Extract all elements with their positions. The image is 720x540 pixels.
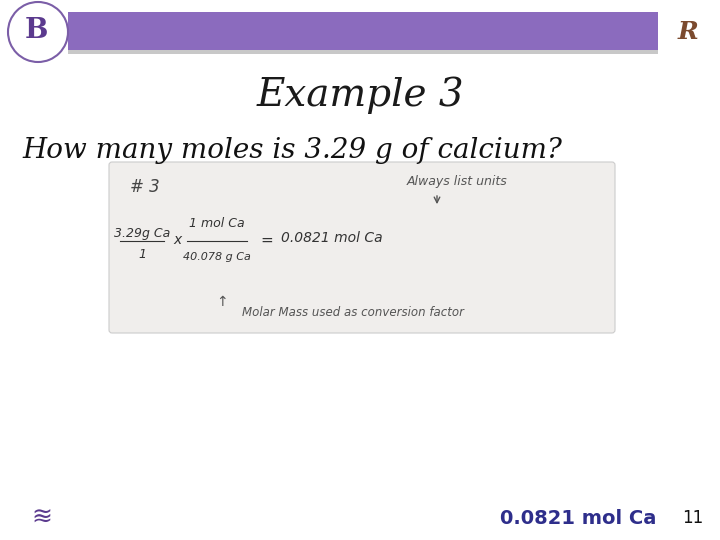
- Text: 11: 11: [683, 509, 703, 527]
- Text: Always list units: Always list units: [407, 174, 508, 187]
- Text: 1: 1: [138, 248, 146, 261]
- Text: B: B: [24, 17, 48, 44]
- FancyBboxPatch shape: [109, 162, 615, 333]
- Text: 3.29g Ca: 3.29g Ca: [114, 227, 170, 240]
- Text: Example 3: Example 3: [256, 76, 464, 114]
- Text: 40.078 g Ca: 40.078 g Ca: [183, 252, 251, 262]
- Text: R: R: [678, 20, 698, 44]
- Text: =: =: [261, 233, 274, 247]
- Text: ≋: ≋: [32, 506, 53, 530]
- Wedge shape: [8, 2, 68, 62]
- Text: ↑: ↑: [216, 295, 228, 309]
- Text: 1 mol Ca: 1 mol Ca: [189, 217, 245, 230]
- Bar: [68, 50, 658, 54]
- Text: 0.0821 mol Ca: 0.0821 mol Ca: [500, 509, 657, 528]
- Text: Molar Mass used as conversion factor: Molar Mass used as conversion factor: [242, 306, 464, 319]
- Bar: [68, 12, 658, 50]
- Text: 0.0821 mol Ca: 0.0821 mol Ca: [282, 231, 383, 245]
- Text: x: x: [173, 233, 181, 247]
- Text: How many moles is 3.29 g of calcium?: How many moles is 3.29 g of calcium?: [22, 137, 562, 164]
- Text: # 3: # 3: [130, 178, 160, 196]
